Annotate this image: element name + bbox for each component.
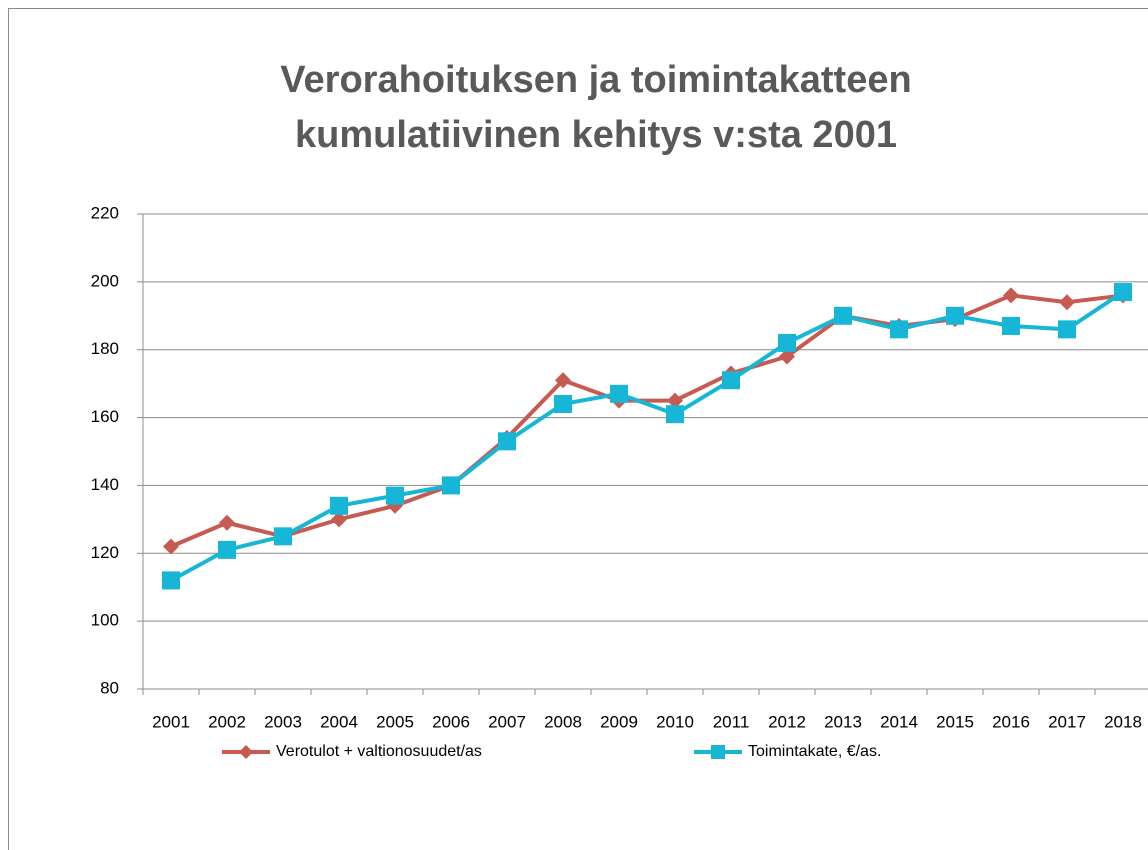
marker: [162, 571, 180, 590]
marker: [1003, 287, 1019, 304]
x-tick-label: 2008: [544, 712, 582, 731]
y-tick-label: 220: [91, 203, 119, 222]
chart-title: Verorahoituksen ja toimintakatteen: [280, 59, 911, 101]
x-tick-label: 2001: [152, 712, 190, 731]
x-tick-label: 2013: [824, 712, 862, 731]
marker: [218, 540, 236, 559]
marker: [778, 333, 796, 352]
y-tick-label: 180: [91, 339, 119, 358]
marker: [610, 384, 628, 403]
y-tick-label: 120: [91, 543, 119, 562]
marker: [239, 745, 253, 759]
marker: [834, 306, 852, 325]
x-tick-label: 2012: [768, 712, 806, 731]
marker: [331, 511, 347, 528]
y-tick-label: 100: [91, 611, 119, 630]
series-line: [170, 290, 1125, 583]
y-tick-label: 200: [91, 271, 119, 290]
marker: [555, 372, 571, 389]
x-tick-label: 2002: [208, 712, 246, 731]
marker: [442, 476, 460, 495]
marker: [1002, 316, 1020, 335]
marker: [386, 486, 404, 505]
legend-label: Toimintakate, €/as.: [748, 743, 881, 760]
x-tick-label: 2016: [992, 712, 1030, 731]
x-tick-label: 2014: [880, 712, 918, 731]
marker: [330, 496, 348, 515]
x-tick-label: 2006: [432, 712, 470, 731]
y-tick-label: 80: [100, 678, 119, 697]
marker: [946, 306, 964, 325]
x-tick-label: 2017: [1048, 712, 1086, 731]
x-tick-label: 2005: [376, 712, 414, 731]
marker: [163, 538, 179, 555]
marker: [666, 405, 684, 424]
chart-frame: [8, 8, 1148, 850]
x-tick-label: 2007: [488, 712, 526, 731]
marker: [667, 392, 683, 409]
marker: [1059, 294, 1075, 311]
x-tick-label: 2004: [320, 712, 358, 731]
marker: [1058, 320, 1076, 339]
x-tick-label: 2003: [264, 712, 302, 731]
marker: [722, 371, 740, 390]
series-line: [170, 293, 1124, 549]
y-tick-label: 140: [91, 475, 119, 494]
marker: [219, 514, 235, 531]
marker: [498, 432, 516, 451]
marker: [1114, 283, 1132, 302]
x-tick-label: 2010: [656, 712, 694, 731]
marker: [711, 745, 725, 759]
x-tick-label: 2011: [713, 712, 750, 731]
chart-title: kumulatiivinen kehitys v:sta 2001: [295, 114, 897, 156]
marker: [779, 348, 795, 365]
x-tick-label: 2018: [1104, 712, 1142, 731]
x-tick-label: 2009: [600, 712, 638, 731]
marker: [890, 320, 908, 339]
marker: [554, 395, 572, 413]
legend-label: Verotulot + valtionosuudet/as: [276, 743, 482, 760]
marker: [274, 527, 292, 546]
x-tick-label: 2015: [936, 712, 974, 731]
y-tick-label: 160: [91, 407, 119, 426]
